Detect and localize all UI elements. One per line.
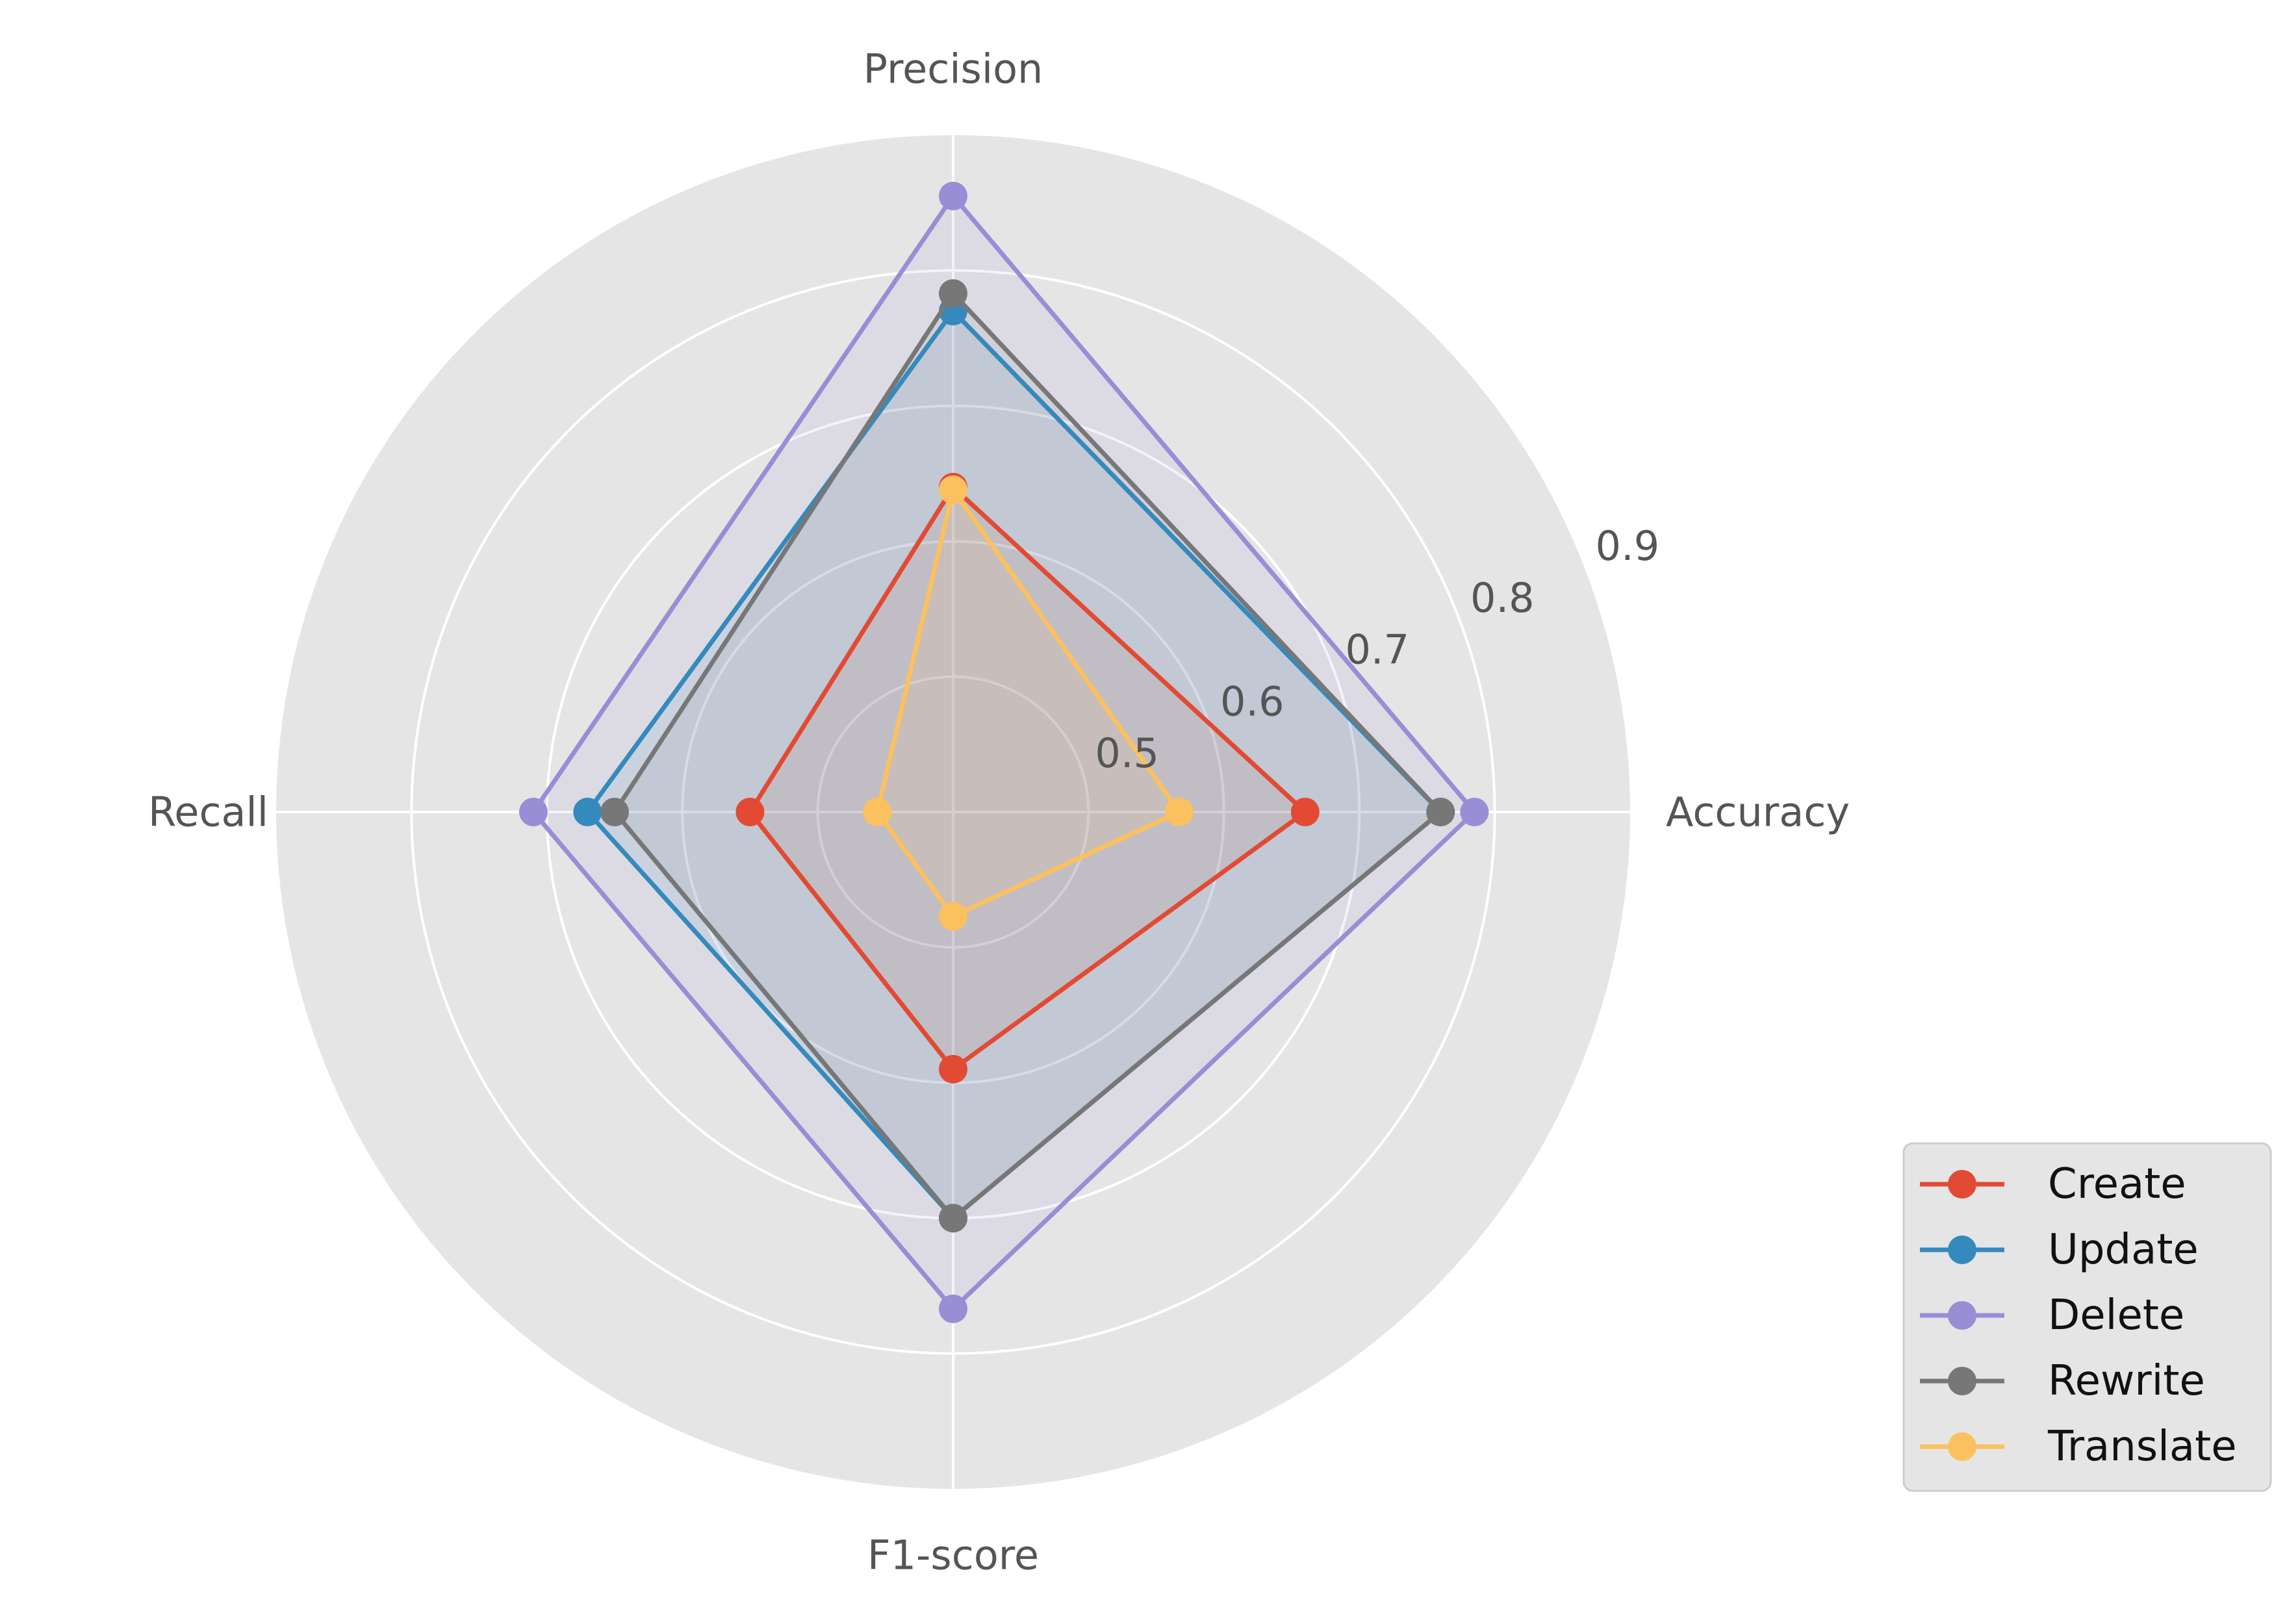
series-fill-create (750, 487, 1305, 1069)
data-point-rewrite (939, 279, 967, 308)
series-fill-rewrite (615, 293, 1441, 1219)
data-point-delete (1460, 798, 1489, 826)
legend-label-delete: Delete (2048, 1291, 2184, 1339)
legend-label-update: Update (2048, 1226, 2199, 1274)
data-point-translate (939, 476, 967, 505)
data-point-delete (939, 181, 967, 210)
legend-swatch-marker-create (1948, 1170, 1976, 1199)
axis-label-accuracy: Accuracy (1666, 789, 1850, 836)
legend-label-rewrite: Rewrite (2048, 1357, 2205, 1405)
data-point-translate (863, 798, 892, 826)
series-fill-update (587, 311, 1441, 1219)
data-point-rewrite (939, 1204, 967, 1233)
data-point-create (939, 1054, 967, 1084)
data-point-create (735, 798, 765, 826)
axis-label-precision: Precision (863, 45, 1043, 93)
radial-tick-label: 0.7 (1345, 626, 1409, 674)
legend-swatch-marker-rewrite (1948, 1367, 1976, 1395)
series-group (518, 181, 1489, 1323)
series-fill-translate (877, 490, 1180, 917)
legend-swatch-marker-update (1948, 1236, 1976, 1264)
radial-tick-labels: 0.5 0.6 0.7 0.8 0.9 (1095, 522, 1659, 777)
legend-box (1902, 1142, 2272, 1492)
legend-label-create: Create (2048, 1160, 2186, 1208)
radial-tick-label: 0.5 (1095, 730, 1159, 777)
data-point-delete (518, 798, 548, 826)
data-point-delete (939, 1294, 967, 1323)
axis-label-f1-score: F1-score (867, 1532, 1039, 1579)
axis-labels: Accuracy Precision Recall F1-score (148, 45, 1850, 1579)
legend: Create Update Delete Rewrite Translate (1902, 1142, 2272, 1492)
radial-tick-label: 0.9 (1596, 522, 1660, 570)
data-point-translate (1165, 798, 1194, 826)
data-point-rewrite (600, 798, 629, 826)
data-point-update (573, 798, 602, 826)
radial-tick-label: 0.8 (1470, 574, 1535, 622)
series-fill-delete (533, 196, 1475, 1309)
legend-swatch-marker-translate (1948, 1432, 1976, 1461)
axis-label-recall: Recall (148, 789, 268, 836)
radial-tick-label: 0.6 (1220, 678, 1284, 725)
data-point-create (1290, 798, 1320, 826)
data-point-translate (939, 902, 967, 931)
data-point-rewrite (1426, 798, 1455, 826)
legend-swatch-marker-delete (1948, 1301, 1976, 1330)
legend-label-translate: Translate (2047, 1423, 2237, 1471)
